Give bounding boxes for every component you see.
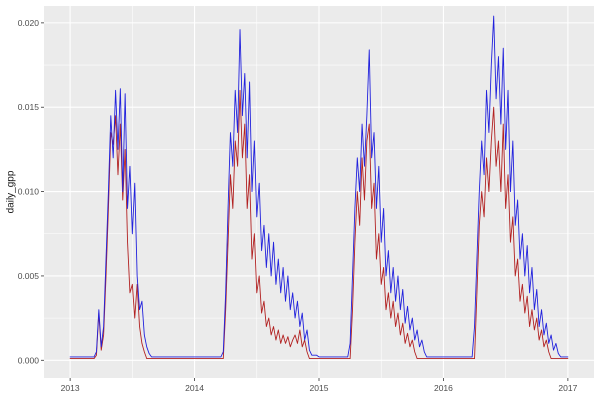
- x-tick-label: 2017: [558, 383, 577, 393]
- y-tick-label: 0.000: [18, 355, 40, 365]
- y-tick-label: 0.010: [18, 187, 40, 197]
- y-tick-label: 0.015: [18, 102, 40, 112]
- x-tick-label: 2013: [61, 383, 80, 393]
- x-tick-label: 2014: [185, 383, 204, 393]
- series-red-line: [69, 89, 569, 360]
- series-blue-line: [69, 15, 569, 358]
- y-tick-label: 0.020: [18, 18, 40, 28]
- x-tick-label: 2015: [310, 383, 329, 393]
- y-tick-label: 0.005: [18, 271, 40, 281]
- x-tick-label: 2016: [434, 383, 453, 393]
